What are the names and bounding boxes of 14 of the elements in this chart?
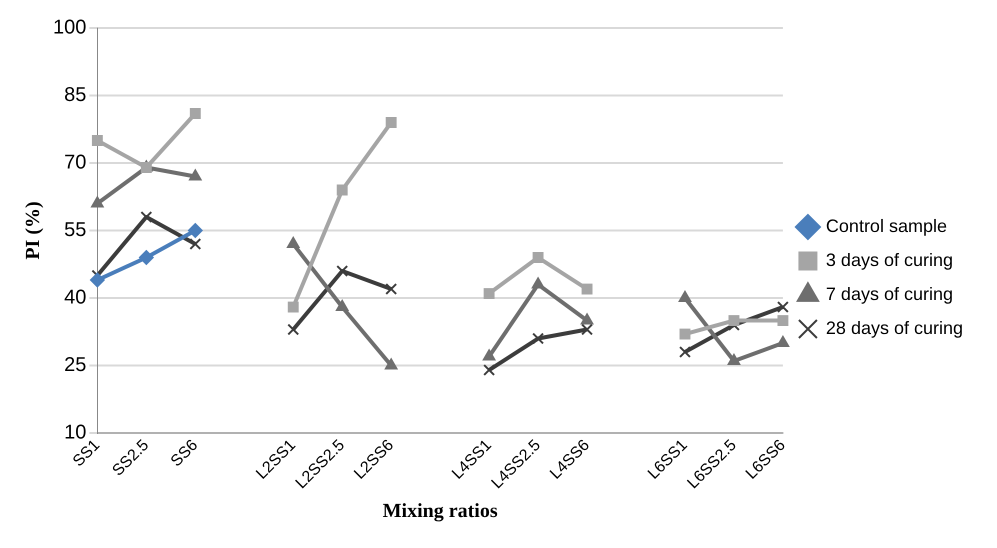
y-tick-label: 55	[64, 219, 86, 242]
y-tick-label: 25	[64, 354, 86, 376]
y-tick-label: 100	[52, 16, 86, 39]
legend-label: 7 days of curing	[826, 284, 953, 304]
y-tick-label: 70	[64, 152, 86, 174]
x-tick-label: SS6	[168, 436, 202, 470]
legend-label: 28 days of curing	[826, 318, 964, 338]
legend-label: 3 days of curing	[826, 250, 953, 270]
y-tick-label: 85	[64, 84, 86, 106]
y-axis-title: PI (%)	[22, 201, 44, 260]
y-tick-label: 40	[64, 286, 86, 309]
y-tick-label: 10	[64, 422, 86, 444]
x-axis-title: Mixing ratios	[382, 500, 498, 522]
legend-label: Control sample	[826, 216, 947, 236]
